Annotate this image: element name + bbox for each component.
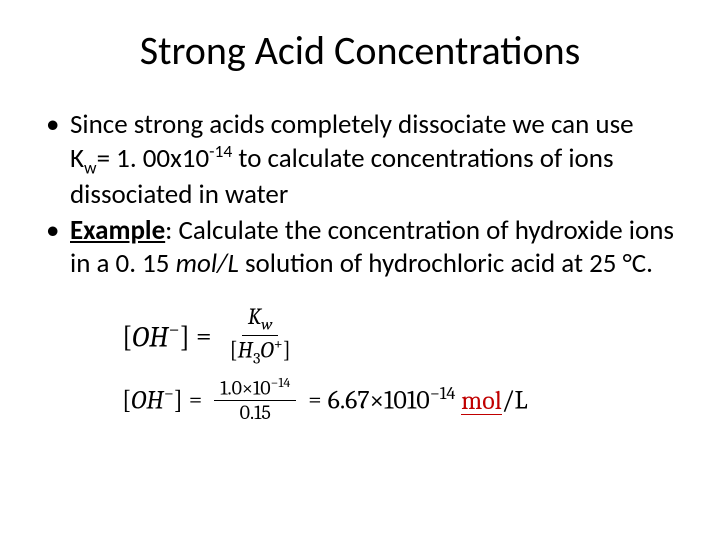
eq2-oh: OH [131,386,164,416]
eq2-num-sup: −14 [271,374,291,391]
equation-1: [OH−] = Kw [H3O+] [122,304,680,369]
bullet-list: Since strong acids completely dissociate… [44,109,676,280]
eq1-den-o: O [260,337,273,364]
eq1-lb: [ [122,321,132,354]
eq2-res-pre: 6.67×1010 [328,386,430,416]
eq2-lhs: [OH−] [122,383,183,416]
eq2-lb: [ [122,386,131,416]
eq1-rb: ] [180,321,190,354]
eq1-den-rb: ] [283,337,291,364]
b1-sup: -14 [209,140,232,162]
eq2-den: 0.15 [234,401,277,424]
slide-title: Strong Acid Concentrations [40,26,680,75]
b2-rest2: solution of hydrochloric acid at 25 °C. [239,247,653,280]
b1-mid1: = 1. 00x10 [97,142,210,175]
eq1-den: [H3O+] [223,336,296,369]
b2-lead: Example [70,214,165,247]
bullet-item-2: Example: Calculate the concentration of … [44,215,676,280]
eq2-result: 6.67×1010−14 mol/L [328,383,528,416]
eq2-perL: /L [502,386,528,416]
eq1-num-k: K [248,303,261,330]
eq1-lhs-sup: − [169,319,180,342]
eq2-mol: mol [461,388,502,415]
eq1-fraction: Kw [H3O+] [223,304,296,369]
eq2-rb: ] [174,386,183,416]
eq2-fraction: 1.0×10−14 0.15 [214,375,296,424]
equation-2: [OH−] = 1.0×10−14 0.15 = 6.67×1010−14 mo… [122,375,680,424]
eq2-equals2: = [308,385,321,413]
eq2-res-sup: −14 [430,383,456,404]
eq1-den-h: H [238,337,253,364]
bullet-item-1: Since strong acids completely dissociate… [44,109,676,211]
eq2-num: 1.0×10−14 [214,375,296,401]
eq1-oh: OH [132,321,168,354]
b2-unit: mol/L [176,247,239,280]
eq2-equals1: = [189,385,202,413]
eq1-lhs: [OH−] [122,319,190,355]
b1-sub: w [84,157,97,179]
eq1-num: Kw [242,304,279,336]
eq2-lhs-sup: − [164,383,174,404]
eq1-num-sub: w [261,317,272,335]
equations-block: [OH−] = Kw [H3O+] [OH−] = 1.0×10−14 [122,304,680,424]
slide: Strong Acid Concentrations Since strong … [0,0,720,540]
eq1-equals: = [196,320,212,352]
eq2-num-pre: 1.0×10 [220,377,270,400]
eq1-den-sup: + [274,336,283,354]
eq1-den-lb: [ [229,337,237,364]
